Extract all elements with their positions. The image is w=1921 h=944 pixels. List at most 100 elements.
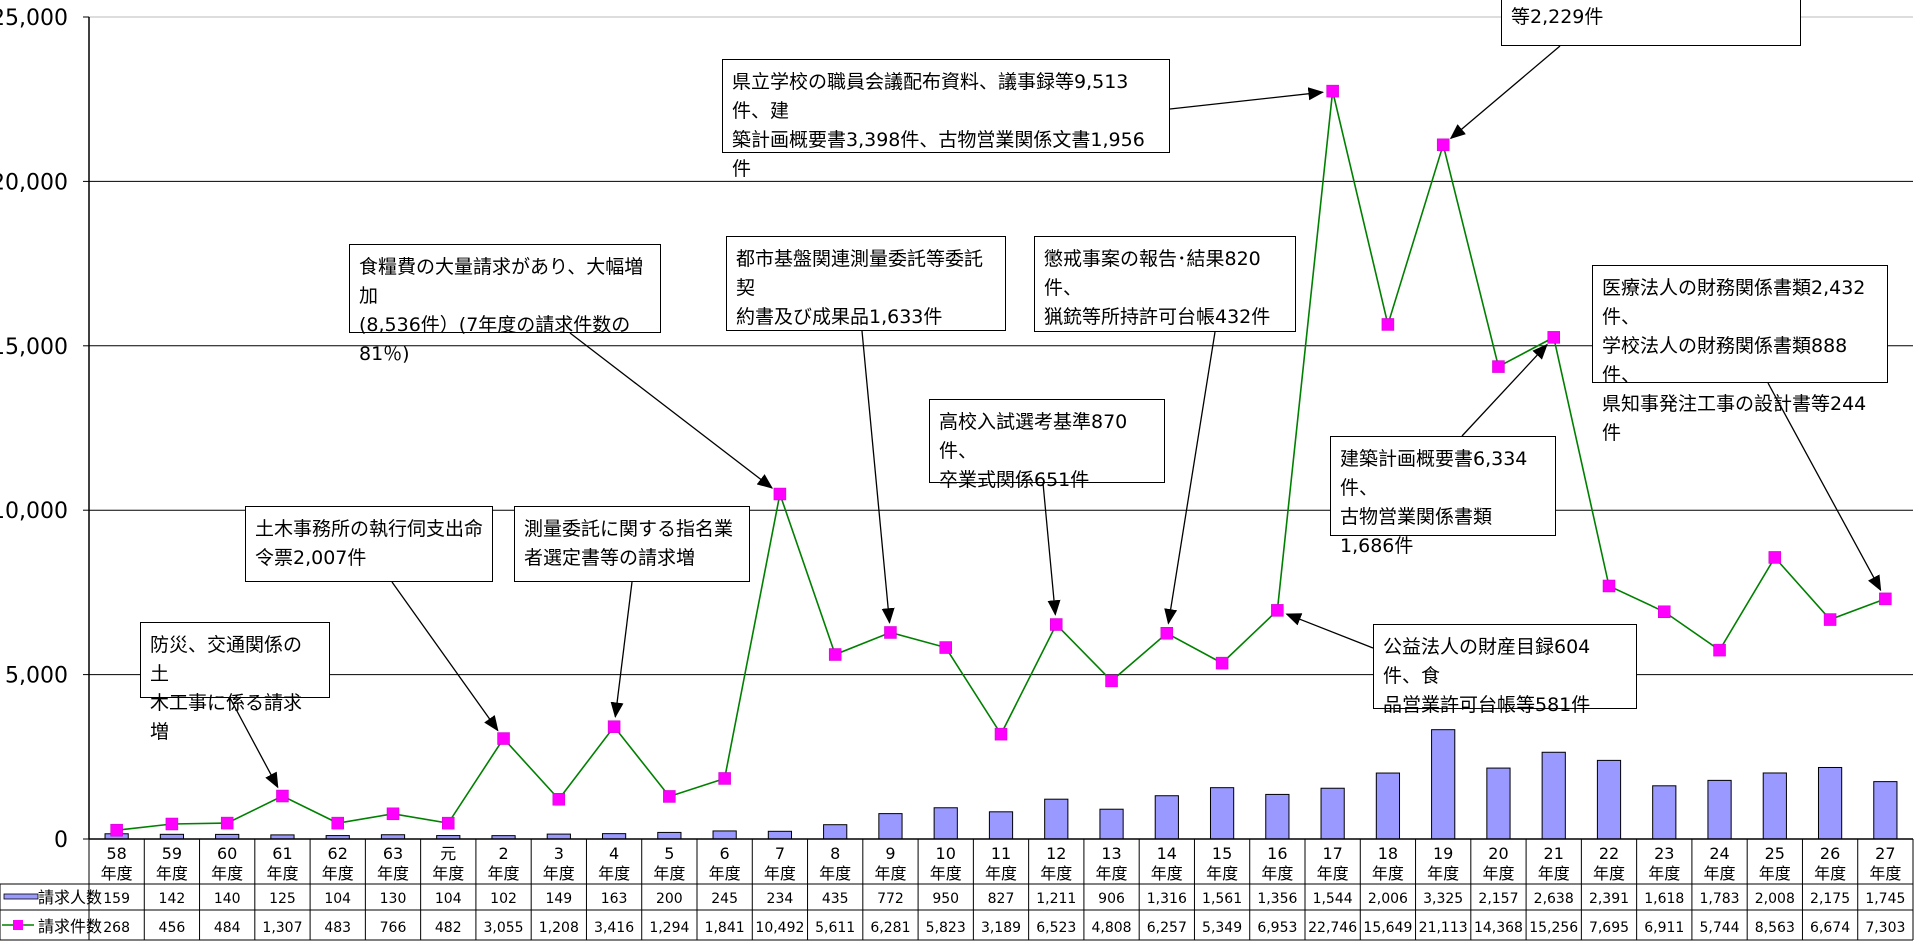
annotation-box: 都市基盤関連測量委託等委託契 約書及び成果品1,633件 xyxy=(726,236,1006,331)
bar xyxy=(1375,772,1401,840)
annotation-box: 防災、交通関係の土 木工事に係る請求増 xyxy=(140,622,330,743)
annotation-arrow xyxy=(1767,382,1882,592)
bar xyxy=(1596,759,1622,840)
data-label: 6,281 xyxy=(870,920,910,936)
x-tick-label: 年度 xyxy=(1538,864,1570,883)
line-marker xyxy=(220,816,234,830)
data-label: 234 xyxy=(767,891,794,907)
x-tick-label: 24 xyxy=(1709,844,1729,863)
x-tick-label: 21 xyxy=(1544,844,1564,863)
x-tick-label: 17 xyxy=(1322,844,1342,863)
legend-label: 請求人数 xyxy=(38,888,102,907)
annotation-box: 県立学校の職員会議配布資料、議事録等9,513件、建 築計画概要書3,398件、… xyxy=(722,59,1170,180)
bar xyxy=(1099,808,1124,840)
data-label: 102 xyxy=(490,891,517,907)
data-label: 5,349 xyxy=(1202,920,1242,936)
line-marker xyxy=(663,790,676,803)
annotation-arrow xyxy=(861,330,895,624)
line-marker xyxy=(386,807,400,821)
bar xyxy=(1707,779,1732,840)
x-tick-label: 年度 xyxy=(1151,864,1183,883)
x-tick-label: 18 xyxy=(1378,844,1398,863)
annotation-arrow xyxy=(1285,613,1374,649)
data-label: 6,674 xyxy=(1810,920,1850,936)
x-tick-label: 22 xyxy=(1599,844,1619,863)
x-tick-label: 年度 xyxy=(1593,864,1625,883)
y-tick-label: 0 xyxy=(54,828,68,853)
data-label: 3,055 xyxy=(483,920,523,936)
data-label: 1,745 xyxy=(1865,891,1905,907)
line-marker xyxy=(1547,331,1560,344)
line-marker xyxy=(1492,360,1505,373)
x-tick-label: 年度 xyxy=(266,864,298,883)
annotation-box: 高校入試選考基準870件、 卒業式関係651件 xyxy=(929,399,1165,491)
annotation-box: 懲戒事案の報告･結果820件、 猟銃等所持許可台帳432件 xyxy=(1034,236,1296,332)
x-tick-label: 7 xyxy=(775,844,785,863)
annotation-box: 等2,229件 xyxy=(1501,0,1801,46)
annotation-box: 建築計画概要書6,334件、 古物営業関係書類1,686件 xyxy=(1330,436,1556,557)
line-marker xyxy=(276,789,289,803)
line-marker xyxy=(110,823,123,837)
line-marker xyxy=(1658,605,1671,619)
x-tick-label: 60 xyxy=(217,844,237,863)
annotation-box: 公益法人の財産目録604件、食 品営業許可台帳等581件 xyxy=(1373,624,1637,716)
data-label: 15,256 xyxy=(1529,920,1578,936)
data-label: 1,544 xyxy=(1313,891,1353,907)
data-label: 7,303 xyxy=(1865,920,1905,936)
annotation-arrow xyxy=(1169,87,1324,110)
data-label: 104 xyxy=(435,891,462,907)
x-tick-label: 年度 xyxy=(874,864,906,883)
data-label: 1,208 xyxy=(539,920,579,936)
x-tick-label: 61 xyxy=(272,844,292,863)
data-label: 2,391 xyxy=(1589,891,1629,907)
annotation-arrow xyxy=(391,581,499,732)
data-label: 766 xyxy=(380,920,407,936)
data-label: 3,325 xyxy=(1423,891,1463,907)
line-marker xyxy=(718,772,731,785)
x-tick-label: 14 xyxy=(1157,844,1177,863)
data-label: 772 xyxy=(877,891,904,907)
data-label: 15,649 xyxy=(1363,920,1412,936)
x-tick-label: 年度 xyxy=(432,864,464,883)
data-label: 245 xyxy=(711,891,738,907)
line-marker xyxy=(1713,643,1726,657)
line-marker xyxy=(1768,551,1782,564)
line-marker xyxy=(1326,84,1339,98)
x-tick-label: 年度 xyxy=(598,864,630,883)
x-tick-label: 4 xyxy=(609,844,619,863)
x-tick-label: 年度 xyxy=(930,864,962,883)
data-label: 1,841 xyxy=(705,920,745,936)
bar xyxy=(1652,785,1677,840)
data-label: 1,294 xyxy=(649,920,689,936)
data-label: 6,257 xyxy=(1147,920,1187,936)
y-tick-label: 25,000 xyxy=(0,6,68,31)
line-marker xyxy=(165,817,179,831)
data-label: 2,006 xyxy=(1368,891,1408,907)
data-label: 1,356 xyxy=(1257,891,1297,907)
x-tick-label: 年度 xyxy=(1096,864,1128,883)
data-label: 435 xyxy=(822,891,849,907)
x-tick-label: 年度 xyxy=(1206,864,1238,883)
x-tick-label: 年度 xyxy=(1317,864,1349,883)
data-label: 6,523 xyxy=(1036,920,1076,936)
x-tick-label: 年度 xyxy=(709,864,741,883)
data-label: 21,113 xyxy=(1419,920,1468,936)
bar xyxy=(878,813,903,840)
x-tick-label: 年度 xyxy=(543,864,575,883)
data-label: 456 xyxy=(159,920,186,936)
data-label: 1,561 xyxy=(1202,891,1242,907)
x-tick-label: 8 xyxy=(830,844,840,863)
x-tick-label: 年度 xyxy=(101,864,133,883)
x-tick-label: 2 xyxy=(498,844,508,863)
data-label: 8,563 xyxy=(1755,920,1795,936)
bar xyxy=(712,830,737,840)
data-label: 484 xyxy=(214,920,241,936)
bar xyxy=(1154,795,1179,840)
line-marker xyxy=(552,793,566,806)
data-label: 3,416 xyxy=(594,920,634,936)
data-label: 1,783 xyxy=(1699,891,1739,907)
data-label: 1,316 xyxy=(1147,891,1187,907)
x-tick-label: 年度 xyxy=(1261,864,1293,883)
annotation-box: 医療法人の財務関係書類2,432件、 学校法人の財務関係書類888件、 県知事発… xyxy=(1592,265,1888,444)
